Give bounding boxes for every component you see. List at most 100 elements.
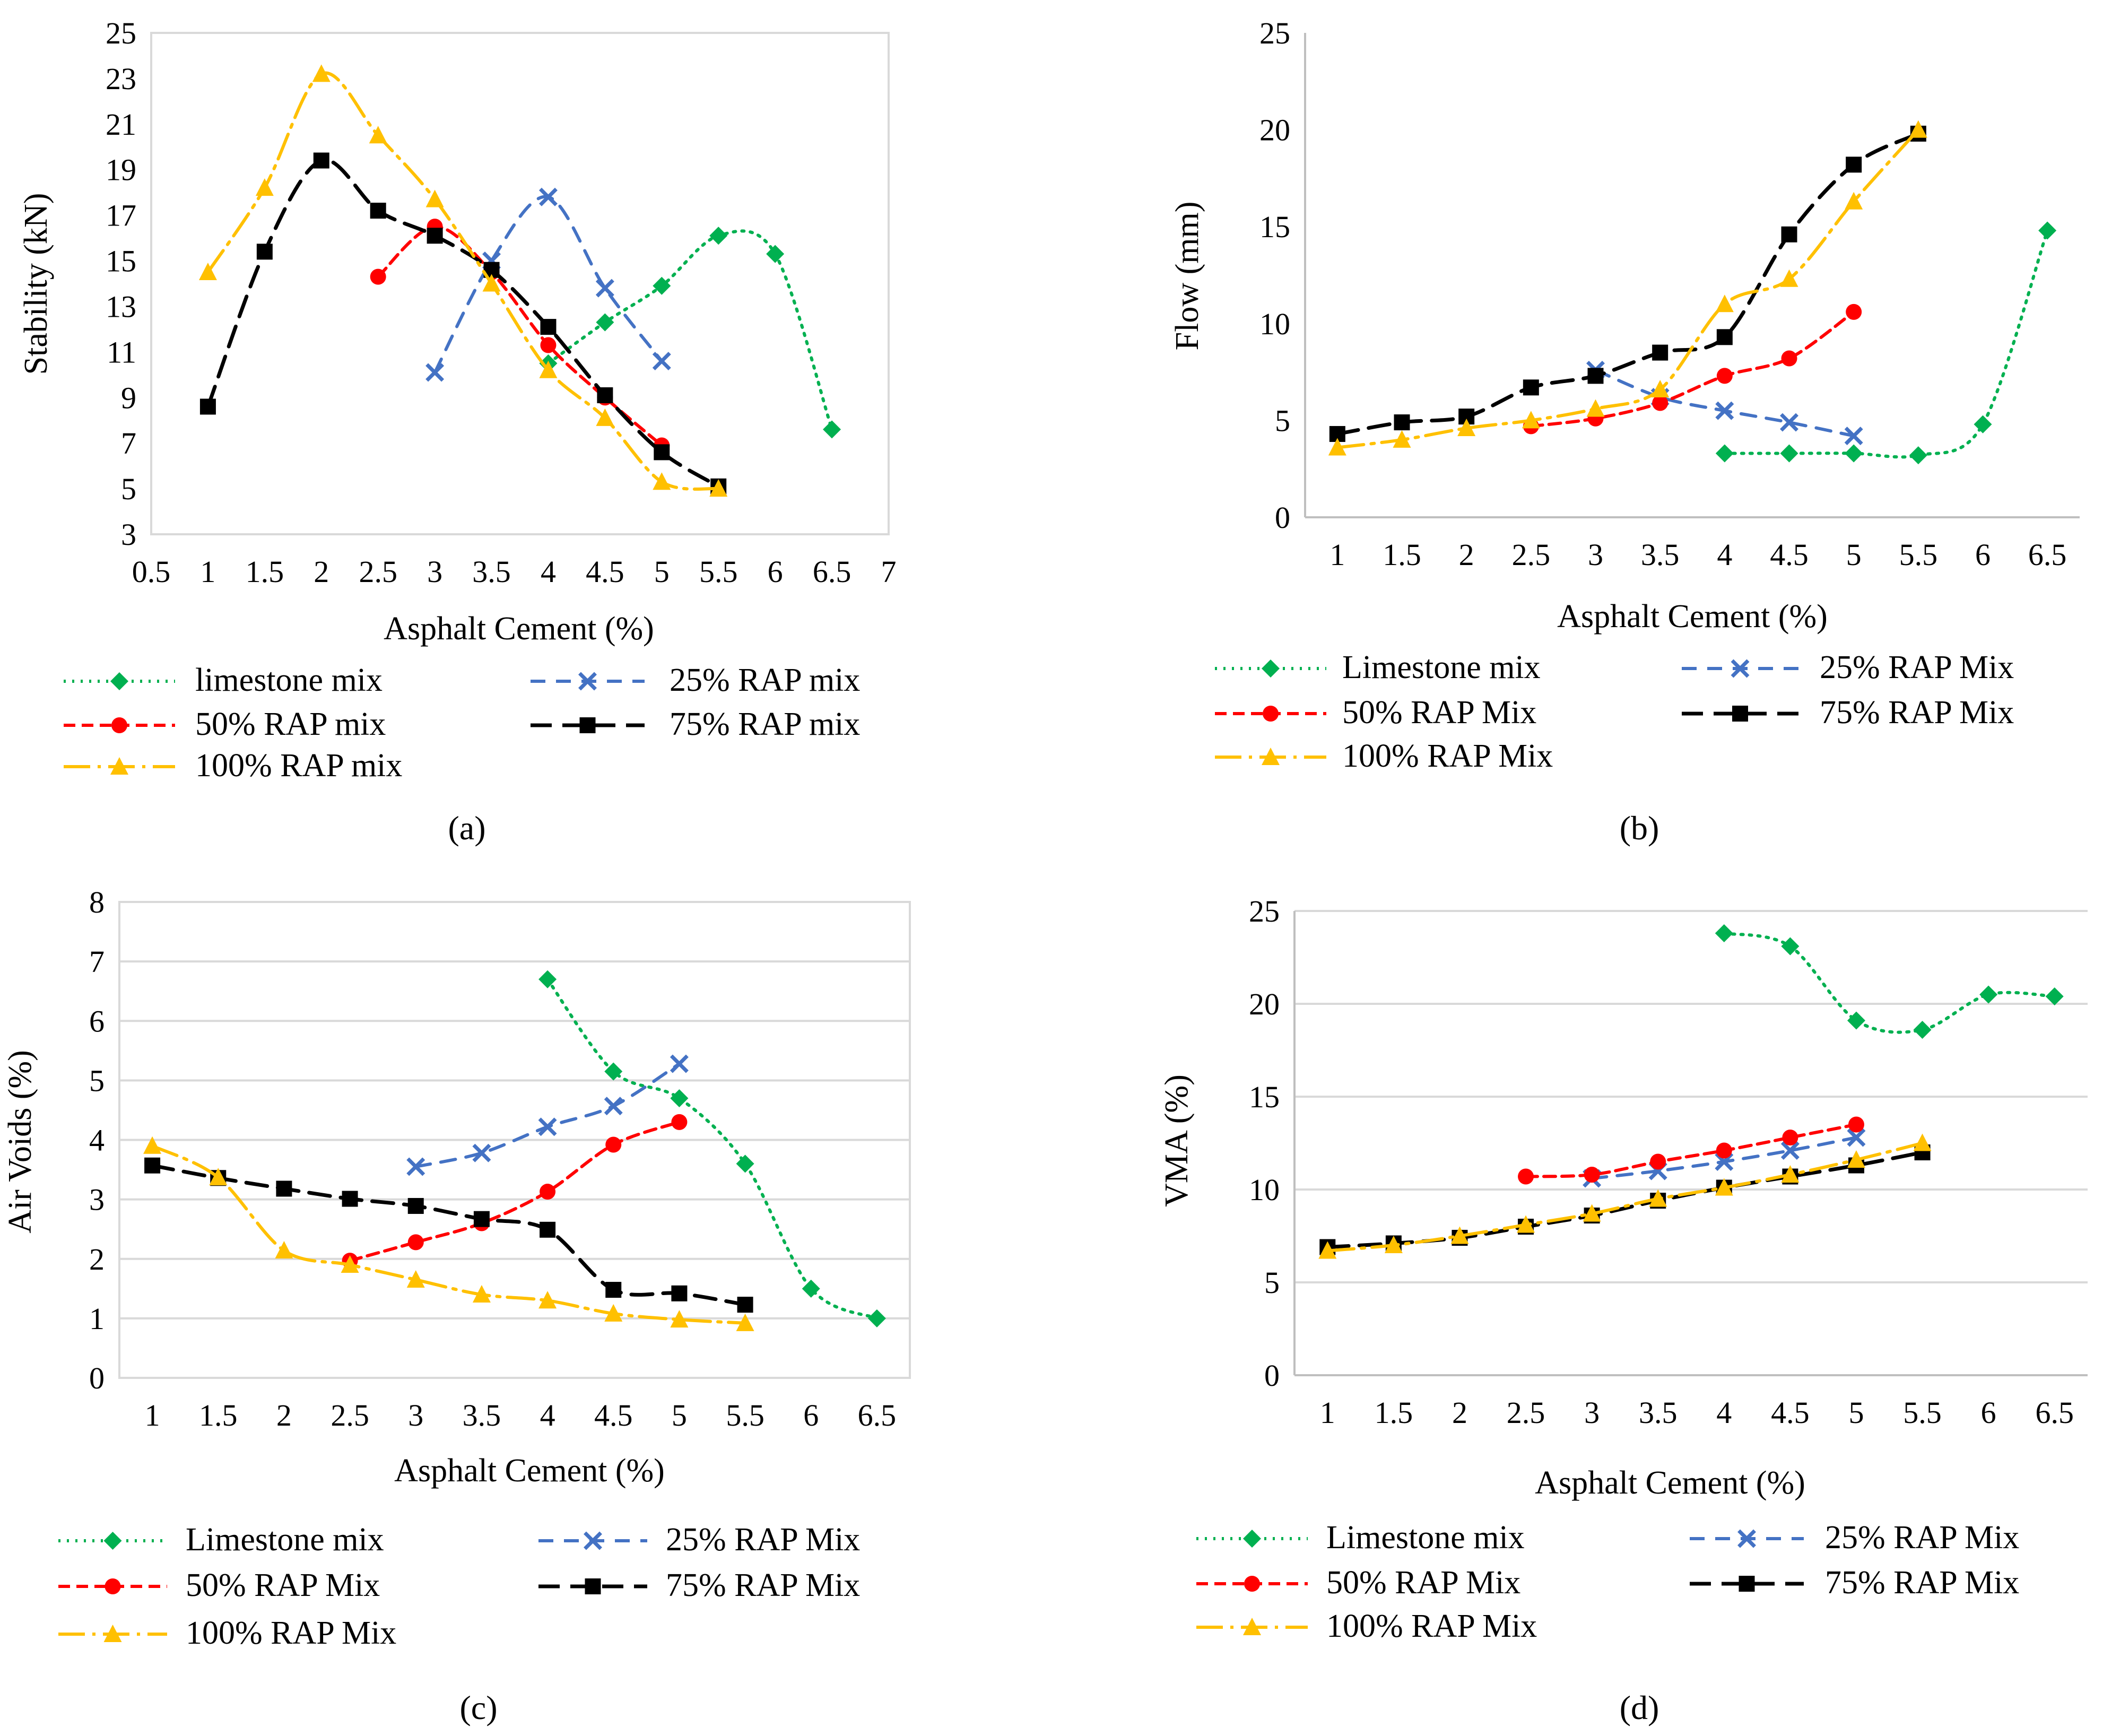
x-tick-label: 2 [276, 1398, 292, 1433]
data-point [1780, 1141, 1800, 1160]
data-point [1845, 192, 1863, 210]
data-point [1328, 438, 1346, 456]
x-tick-label: 2.5 [331, 1398, 369, 1433]
series-limestone [1715, 221, 2057, 465]
x-tick-label: 6.5 [813, 554, 851, 589]
data-point [670, 1054, 689, 1073]
x-axis-title: Asphalt Cement (%) [384, 611, 654, 647]
data-point [1583, 1204, 1601, 1222]
data-point [538, 970, 557, 988]
data-point [1716, 1142, 1732, 1159]
legend-marker-rap75 [579, 717, 596, 733]
data-point [736, 1313, 754, 1331]
legend-item-rap100: 100% RAP Mix [1215, 738, 1553, 774]
data-point [407, 1234, 424, 1251]
data-point [596, 408, 614, 426]
series-limestone [539, 227, 841, 439]
legend-marker-limestone [103, 1532, 122, 1550]
x-tick-label: 2.5 [1507, 1395, 1545, 1430]
series-rap50 [1518, 1116, 1864, 1185]
x-tick-label: 3 [427, 554, 442, 589]
series-line-limestone [546, 977, 879, 1320]
legend-label: 100% RAP Mix [1326, 1608, 1537, 1644]
y-tick-label: 0 [1275, 500, 1290, 535]
legend-label: 25% RAP Mix [1825, 1520, 2019, 1556]
legend-marker-rap100 [110, 757, 128, 775]
legend-marker-rap50 [1244, 1576, 1260, 1592]
data-point [1780, 413, 1798, 432]
x-tick-label: 5 [1848, 1395, 1864, 1430]
y-tick-label: 15 [106, 244, 136, 279]
data-point [342, 1191, 358, 1207]
data-point [255, 178, 274, 196]
x-tick-label: 5.5 [726, 1398, 764, 1433]
x-axis-title: Asphalt Cement (%) [1535, 1465, 1805, 1501]
legend-marker-rap25 [578, 672, 597, 691]
x-tick-label: 1 [1320, 1395, 1335, 1430]
legend-label: 25% RAP Mix [1820, 649, 2014, 685]
y-axis-title: VMA (%) [1159, 1074, 1195, 1207]
x-tick-label: 7 [881, 554, 897, 589]
legend-item-rap75: 75% RAP Mix [1682, 695, 2014, 731]
data-point [1847, 1150, 1865, 1168]
data-point [313, 152, 329, 169]
y-tick-label: 0 [1264, 1358, 1280, 1393]
legend-marker-rap75 [1739, 1576, 1755, 1592]
y-tick-label: 7 [89, 944, 105, 979]
data-point [1781, 226, 1797, 242]
data-point [407, 1197, 424, 1214]
x-tick-label: 4.5 [586, 554, 624, 589]
data-point [867, 1309, 886, 1327]
series-line-rap50 [1529, 310, 1856, 428]
data-point [766, 245, 785, 263]
data-point [1518, 1168, 1534, 1185]
x-axis-title: Asphalt Cement (%) [394, 1453, 665, 1489]
legend-item-rap25: 25% RAP Mix [1690, 1520, 2019, 1556]
data-point [1780, 269, 1798, 287]
chart-panel-c: 0 1 2 3 4 5 6 7 8 1 1.5 2 2.5 3 3.5 4 4.5 5 5.5 6 6.5 Air Voi… [2, 885, 911, 1726]
y-axis-title: Stability (kN) [18, 193, 54, 375]
x-tick-label: 4.5 [1771, 1395, 1810, 1430]
legend-item-limestone: Limestone mix [1215, 649, 1541, 685]
data-point [370, 268, 386, 285]
data-point [1909, 120, 1927, 138]
data-point [209, 1168, 228, 1186]
y-tick-label: 5 [1264, 1265, 1280, 1300]
data-point [540, 1221, 556, 1238]
y-tick-label: 13 [106, 289, 136, 324]
legend-label: Limestone mix [1326, 1520, 1525, 1556]
series-rap75 [1319, 1144, 1931, 1255]
legend-label: Limestone mix [186, 1522, 384, 1558]
data-point [472, 1285, 491, 1303]
panel-label: (c) [459, 1689, 497, 1726]
legend-marker-limestone [1243, 1530, 1261, 1548]
data-point [538, 1117, 557, 1136]
data-point [1781, 937, 1800, 956]
x-tick-label: 1 [1329, 537, 1345, 572]
x-tick-label: 4 [540, 1398, 555, 1433]
panel-label: (a) [448, 809, 485, 847]
legend-marker-limestone [110, 672, 128, 690]
legend-label: 100% RAP Mix [186, 1615, 396, 1651]
y-axis-title: Flow (mm) [1169, 202, 1205, 351]
data-point [539, 360, 558, 378]
y-tick-label: 25 [1259, 16, 1290, 50]
data-point [1716, 329, 1733, 345]
series-rap25 [406, 1054, 689, 1176]
series-line-rap25 [414, 1062, 681, 1168]
legend: limestone mix 25% RAP mix 50% RAP mix 75% R… [64, 662, 860, 784]
legend-label: 25% RAP mix [670, 662, 860, 698]
legend-item-rap25: 25% RAP mix [531, 662, 860, 698]
y-tick-label: 7 [121, 426, 136, 461]
x-tick-label: 1.5 [1383, 537, 1421, 572]
y-tick-label: 15 [1259, 210, 1290, 244]
series-line-rap100 [1326, 1141, 1924, 1253]
legend-marker-rap25 [1737, 1529, 1756, 1548]
data-point [1384, 1236, 1403, 1253]
data-point [473, 1211, 490, 1227]
series-line-rap100 [151, 1144, 747, 1325]
x-tick-label: 2 [314, 554, 329, 589]
series-line-rap100 [1335, 128, 1920, 449]
data-point [425, 189, 444, 207]
x-tick-label: 5.5 [1899, 537, 1938, 572]
